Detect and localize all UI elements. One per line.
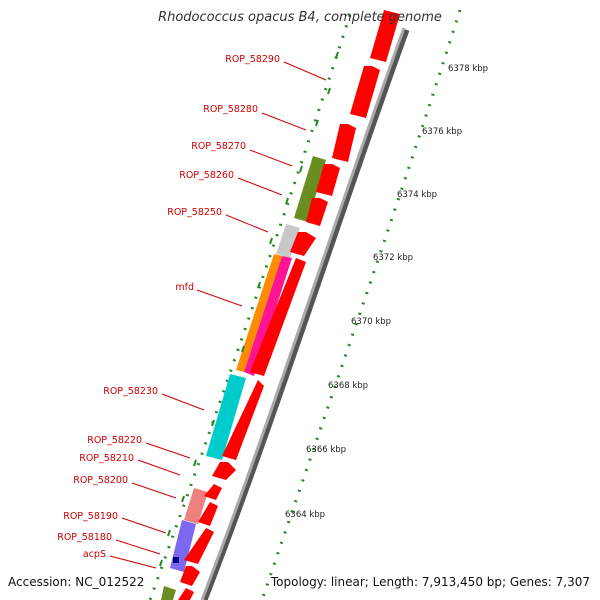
gene-label-rop-58270[interactable]: ROP_58270 (191, 141, 246, 152)
leader-lines (109, 61, 327, 569)
cds-7 (250, 258, 306, 376)
gene-label-rop-58260[interactable]: ROP_58260 (179, 170, 234, 181)
gene-label-rop-58210[interactable]: ROP_58210 (79, 453, 134, 464)
cds-2 (350, 66, 380, 118)
gene-ticks (159, 51, 339, 567)
cds-8 (222, 380, 264, 460)
map-title: Rhodococcus opacus B4, complete genome (158, 10, 442, 25)
scale-tick-label: 6368 kbp (328, 381, 368, 391)
cds-14 (178, 588, 194, 600)
cds-9 (212, 462, 236, 480)
feature-slate-blue (170, 520, 196, 572)
scale-tick-label: 6366 kbp (306, 445, 346, 455)
gene-label-rop-58290[interactable]: ROP_58290 (225, 54, 280, 65)
backbone-shadow (202, 29, 410, 600)
feature-black-marker (173, 557, 179, 563)
scale-tick-label: 6372 kbp (373, 253, 413, 263)
gene-label-rop-58280[interactable]: ROP_58280 (203, 104, 258, 115)
cds-10 (204, 484, 222, 500)
feature-magenta (244, 256, 292, 376)
gene-label-mfd[interactable]: mfd (175, 282, 194, 293)
genome-summary-text: Topology: linear; Length: 7,913,450 bp; … (270, 575, 590, 589)
gene-label-rop-58250[interactable]: ROP_58250 (167, 207, 222, 218)
scale-tick-label: 6364 kbp (285, 510, 325, 520)
gene-label-rop-58180[interactable]: ROP_58180 (57, 532, 112, 543)
cds-6 (290, 232, 316, 256)
gene-label-rop-58230[interactable]: ROP_58230 (103, 386, 158, 397)
feature-gray (276, 224, 300, 258)
gene-label-rop-58220[interactable]: ROP_58220 (87, 435, 142, 446)
feature-olive-bottom (161, 586, 176, 600)
backbone (200, 27, 406, 600)
gene-label-acps[interactable]: acpS (83, 549, 106, 560)
scale-tick-label: 6376 kbp (422, 127, 462, 137)
scale-tick-label: 6374 kbp (397, 190, 437, 200)
gene-label-rop-58200[interactable]: ROP_58200 (73, 475, 128, 486)
scale-tick-group: 6378 kbp 6376 kbp 6374 kbp 6372 kbp 6370… (285, 64, 488, 520)
cds-12 (184, 528, 214, 564)
feature-cyan (206, 374, 246, 460)
cds-5 (306, 198, 328, 226)
feature-pink (184, 488, 208, 524)
features-left (161, 156, 326, 600)
feature-orange (236, 254, 282, 372)
cds-3 (332, 124, 356, 162)
gene-label-rop-58190[interactable]: ROP_58190 (63, 511, 118, 522)
scale-tick-label: 6378 kbp (448, 64, 488, 74)
accession-text: Accession: NC_012522 (8, 575, 145, 589)
gene-label-group: ROP_58290 ROP_58280 ROP_58270 ROP_58260 … (57, 54, 280, 560)
cds-11 (198, 502, 218, 526)
features-red (178, 10, 400, 600)
scale-tick-label: 6370 kbp (351, 317, 391, 327)
cds-4 (316, 164, 340, 196)
feature-olive (294, 156, 326, 222)
cds-13 (180, 566, 200, 586)
cds-1 (370, 10, 400, 62)
